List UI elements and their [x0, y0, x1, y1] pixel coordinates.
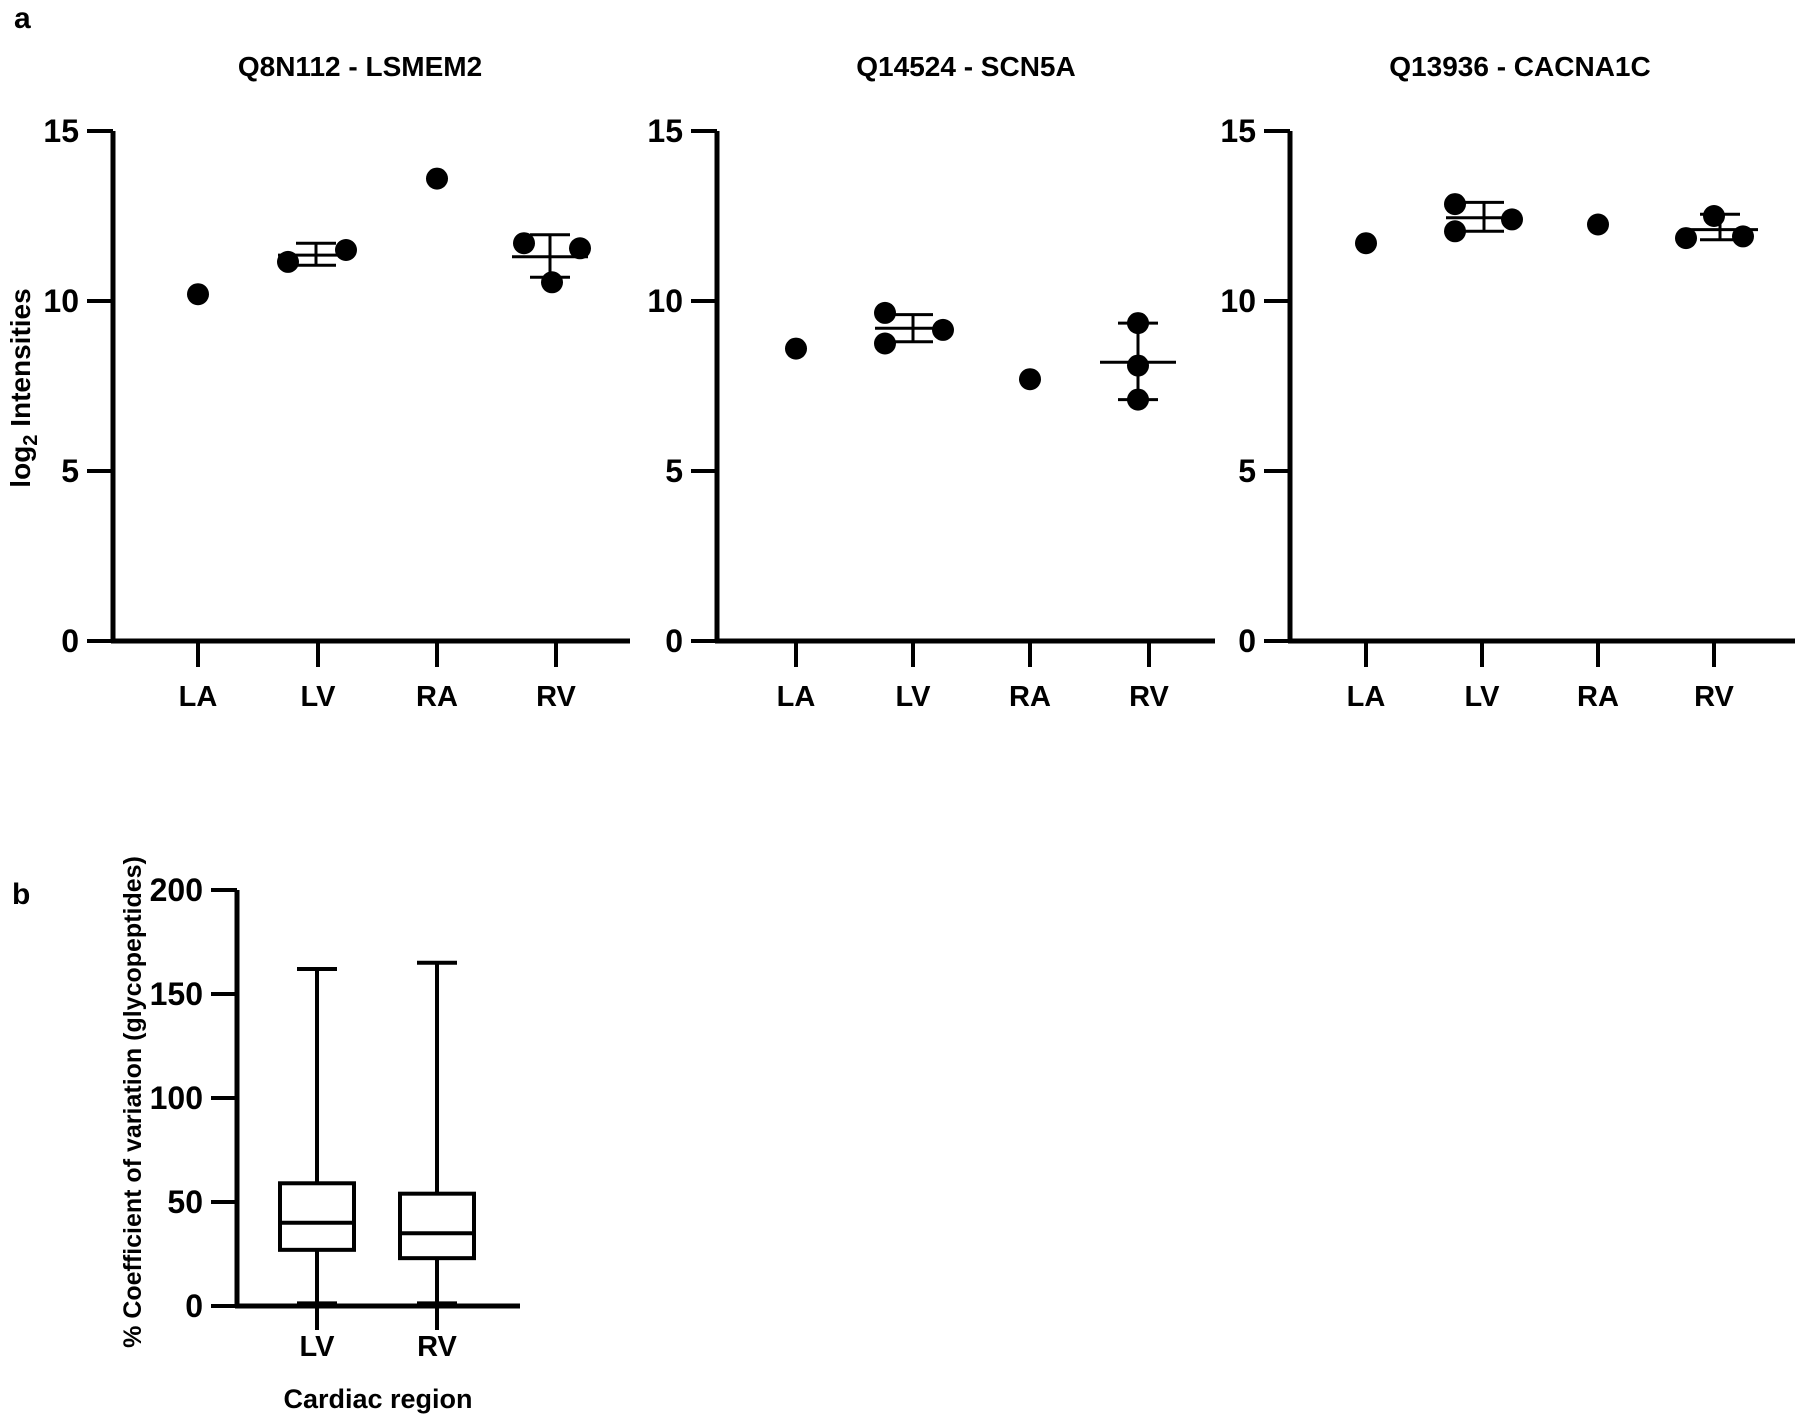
y-tick-label: 50: [167, 1184, 203, 1220]
data-point: [1355, 232, 1377, 255]
y-tick-label: 15: [1220, 113, 1256, 149]
category-label-rv: RV: [1694, 681, 1734, 713]
y-tick-label: 5: [1238, 453, 1256, 489]
category-label-ra: RA: [416, 681, 458, 713]
category-label-ra: RA: [1009, 681, 1051, 713]
data-point: [932, 318, 954, 341]
y-tick-label: 0: [185, 1288, 203, 1324]
data-point: [569, 237, 591, 260]
data-point: [426, 167, 448, 190]
box-rect: [278, 1181, 356, 1252]
category-label-lv: LV: [300, 1331, 336, 1363]
panel-a-label: a: [14, 2, 31, 35]
data-point: [1444, 193, 1466, 216]
category-label-la: LA: [1347, 681, 1386, 713]
data-point: [1127, 388, 1149, 411]
y-tick-label: 5: [61, 453, 79, 489]
data-point: [1675, 227, 1697, 250]
chart-title: Q13936 - CACNA1C: [1389, 51, 1650, 82]
category-label-la: LA: [777, 681, 816, 713]
panel-b-label: b: [12, 878, 31, 911]
y-axis-label: % Coefficient of variation (glycopeptide…: [119, 856, 147, 1348]
box-rv: [398, 960, 476, 1307]
category-label-lv: LV: [301, 681, 337, 713]
y-tick-label: 10: [43, 283, 79, 319]
y-tick-label: 100: [150, 1080, 203, 1116]
category-label-la: LA: [179, 681, 218, 713]
y-tick-label: 10: [1220, 283, 1256, 319]
y-tick-label: 15: [647, 113, 683, 149]
data-point: [1127, 354, 1149, 377]
category-label-lv: LV: [896, 681, 932, 713]
data-point: [1732, 225, 1754, 248]
data-point: [1501, 208, 1523, 231]
y-tick-label: 0: [665, 623, 683, 659]
chart-title: Q14524 - SCN5A: [856, 51, 1075, 82]
y-tick-label: 15: [43, 113, 79, 149]
data-point: [541, 271, 563, 294]
scatter-chart-3: Q13936 - CACNA1C 0 5 10 15 LA LV RA RV: [1220, 51, 1795, 713]
y-tick-label: 200: [150, 872, 203, 908]
data-point: [1703, 205, 1725, 227]
data-point: [1019, 368, 1041, 391]
category-label-rv: RV: [417, 1331, 457, 1363]
data-point: [187, 283, 209, 306]
scatter-chart-2: Q14524 - SCN5A 0 5 10 15 LA LV RA RV: [647, 51, 1215, 713]
data-point: [785, 337, 807, 360]
box-rect: [398, 1191, 476, 1261]
y-tick-label: 10: [647, 283, 683, 319]
box-chart: 0 50 100 150 200 LV RV Cardiac region % Coeffici…: [119, 856, 520, 1414]
y-tick-label: 0: [61, 623, 79, 659]
scatter-chart-1: Q8N112 - LSMEM2 0 5 10 15 LA LV RA RV log2 Intens…: [5, 51, 630, 713]
data-point: [1127, 312, 1149, 335]
category-label-ra: RA: [1577, 681, 1619, 713]
category-label-rv: RV: [1129, 681, 1169, 713]
data-point: [513, 232, 535, 255]
chart-title: Q8N112 - LSMEM2: [238, 51, 482, 82]
category-label-rv: RV: [536, 681, 576, 713]
y-tick-label: 5: [665, 453, 683, 489]
y-tick-label: 0: [1238, 623, 1256, 659]
data-point: [1444, 220, 1466, 243]
data-point: [874, 301, 896, 324]
data-point: [277, 250, 299, 273]
y-axis-label: log2 Intensities: [5, 288, 42, 487]
data-point: [335, 239, 357, 261]
x-axis-label: Cardiac region: [283, 1384, 472, 1414]
data-point: [1587, 213, 1609, 236]
data-point: [874, 332, 896, 355]
category-label-lv: LV: [1465, 681, 1501, 713]
y-tick-label: 150: [150, 976, 203, 1012]
box-lv: [278, 967, 356, 1307]
